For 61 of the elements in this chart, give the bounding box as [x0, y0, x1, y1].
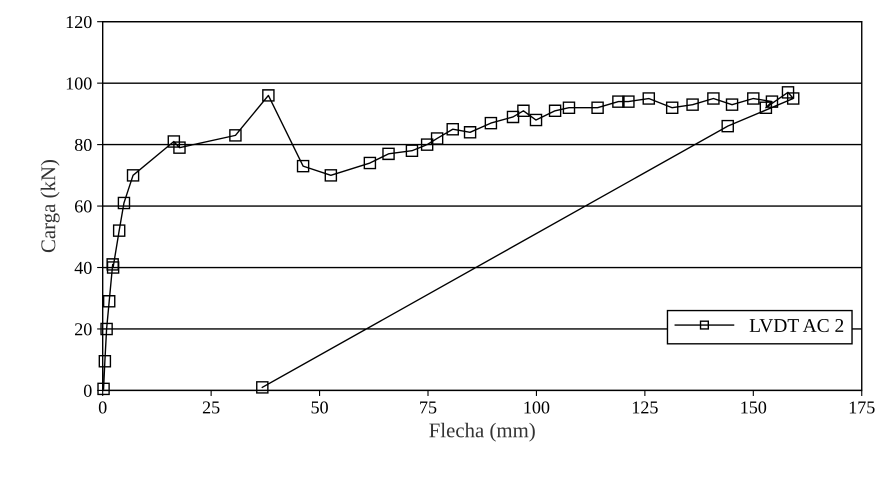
point — [420, 138, 434, 151]
point — [726, 98, 738, 111]
point — [173, 141, 186, 154]
point — [721, 120, 734, 132]
point — [666, 101, 678, 114]
point — [760, 101, 772, 114]
point — [97, 382, 110, 396]
point — [168, 135, 180, 148]
x-tick-label: 0 — [98, 401, 107, 414]
point — [112, 224, 126, 237]
point — [106, 258, 119, 271]
y-tick-label: 80 — [74, 138, 92, 152]
y-tick-label: 40 — [74, 262, 92, 274]
x-tick-label: 75 — [420, 402, 436, 414]
point — [517, 104, 530, 118]
point — [106, 261, 120, 274]
point — [562, 101, 576, 114]
point — [642, 92, 656, 105]
y-tick-label: 120 — [66, 16, 92, 28]
point — [747, 92, 760, 105]
point — [484, 116, 498, 130]
point — [324, 169, 338, 182]
y-tick-label: 100 — [66, 77, 92, 90]
point — [118, 196, 130, 210]
point — [707, 92, 720, 105]
point — [782, 86, 794, 99]
y-tick-label: 0 — [84, 384, 92, 397]
y-axis-title: Carga (kN) — [40, 160, 60, 252]
point — [548, 104, 562, 118]
x-tick-label: 125 — [632, 401, 658, 414]
point — [530, 114, 542, 126]
x-tick-label: 25 — [202, 401, 220, 414]
x-tick-label: 175 — [850, 401, 875, 414]
point — [364, 156, 376, 170]
point — [98, 354, 112, 368]
point — [126, 169, 140, 182]
point — [256, 381, 269, 394]
point — [100, 322, 113, 336]
point — [296, 160, 310, 172]
point — [406, 144, 418, 157]
y-tick-label: 20 — [75, 323, 92, 336]
x-axis-title: Flecha (mm) — [429, 422, 535, 442]
point — [262, 89, 275, 102]
point — [766, 95, 778, 108]
point — [622, 95, 635, 108]
point — [446, 122, 459, 136]
point — [786, 92, 800, 105]
point — [382, 148, 395, 160]
point — [102, 295, 116, 308]
point — [464, 126, 476, 139]
legend-label: LVDT AC 2 — [750, 319, 844, 332]
point — [229, 129, 242, 142]
point — [612, 95, 625, 108]
point — [686, 98, 699, 111]
x-tick-label: 50 — [312, 401, 328, 414]
point — [506, 110, 520, 124]
x-tick-label: 150 — [741, 401, 766, 414]
point — [591, 101, 604, 114]
x-tick-label: 100 — [524, 401, 550, 414]
y-tick-label: 60 — [75, 200, 92, 212]
point — [430, 132, 444, 145]
